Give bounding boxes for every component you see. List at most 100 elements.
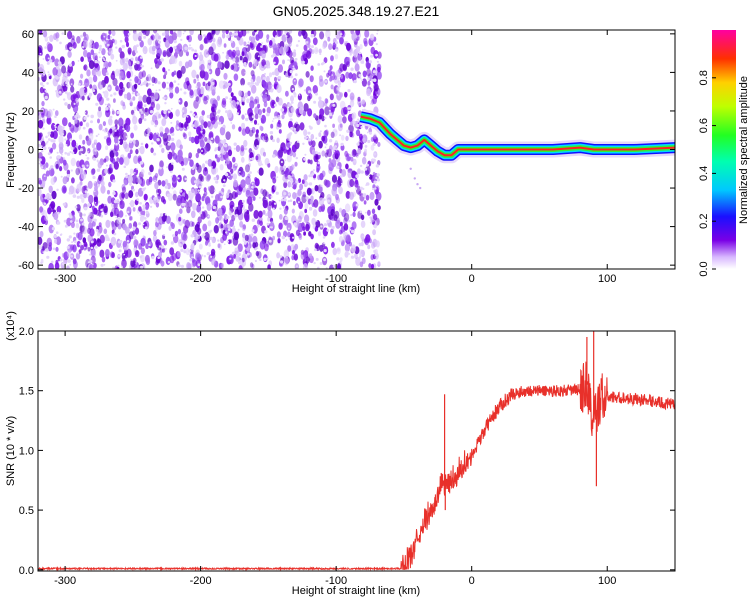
noise-blob [164,179,169,185]
noise-speckle [278,76,282,80]
noise-speckle [251,185,254,189]
noise-speckle [337,88,340,91]
noise-blob [216,95,221,101]
noise-blob [351,112,357,120]
noise-blob [274,76,277,82]
noise-speckle [154,124,157,128]
noise-blob [162,51,167,57]
noise-speckle [335,48,338,52]
noise-blob [161,147,165,154]
noise-speckle [188,190,191,193]
noise-blob [223,43,227,48]
noise-blob [291,208,295,214]
noise-speckle [249,127,253,131]
y-tick-label: 0.0 [19,565,34,577]
noise-speckle [210,255,213,258]
noise-speckle [113,232,117,236]
noise-speckle [117,201,120,204]
noise-speckle [321,199,325,203]
noise-speckle [224,172,229,177]
x-tick-label: -200 [190,575,212,587]
noise-blob [180,65,186,74]
noise-speckle [143,104,147,107]
noise-blob [178,97,183,105]
noise-speckle [359,210,363,214]
noise-blob [292,51,297,58]
noise-blob [124,93,127,99]
noise-speckle [53,124,56,127]
noise-speckle [63,219,67,223]
noise-speckle [280,160,283,164]
noise-speckle [141,187,145,192]
noise-speckle [113,189,116,192]
noise-blob [241,51,245,57]
noise-blob [128,141,134,149]
noise-blob [339,123,343,128]
noise-speckle [270,226,273,229]
noise-speckle [205,160,209,164]
noise-speckle [242,251,246,254]
ridge-spur-dot [419,186,422,190]
noise-blob [76,160,81,168]
noise-blob [266,38,269,43]
noise-speckle [74,115,78,119]
x-tick-label: 100 [598,575,616,587]
noise-speckle [264,230,268,234]
y-tick-label: 60 [22,29,34,41]
noise-blob [132,32,139,42]
noise-blob [233,73,239,81]
noise-blob [108,30,112,35]
noise-blob [343,212,350,222]
noise-blob [369,33,375,41]
noise-blob [312,85,318,94]
noise-speckle [167,68,171,72]
noise-speckle [348,111,351,113]
noise-speckle [198,185,202,189]
snr-frame [37,330,676,572]
noise-speckle [184,177,188,181]
noise-speckle [144,114,147,117]
noise-speckle [361,60,365,64]
noise-blob [282,59,285,65]
noise-speckle [352,120,356,124]
noise-speckle [47,152,51,156]
noise-speckle [266,112,270,117]
noise-blob [170,142,176,152]
noise-blob [185,77,190,84]
noise-speckle [191,256,194,259]
noise-blob [212,37,216,43]
noise-blob [354,253,358,260]
noise-speckle [66,152,71,156]
noise-speckle [251,182,254,185]
noise-blob [286,222,292,232]
noise-blob [121,252,126,260]
noise-blob [283,208,288,215]
noise-speckle [340,142,344,147]
noise-speckle [126,239,130,243]
noise-blob [275,96,280,103]
noise-speckle [234,163,238,166]
noise-speckle [251,229,255,233]
noise-blob [324,98,328,104]
noise-speckle [66,79,69,83]
noise-speckle [264,72,266,75]
noise-speckle [191,167,195,171]
noise-speckle [167,142,171,146]
noise-blob [299,183,304,191]
noise-blob [306,187,312,196]
noise-blob [284,44,289,53]
noise-blob [164,39,170,48]
noise-speckle [352,178,356,181]
noise-speckle [49,195,53,200]
noise-blob [84,110,88,115]
noise-speckle [146,133,150,137]
noise-blob [135,191,139,198]
noise-speckle [129,182,132,186]
noise-blob [172,174,177,182]
noise-blob [195,95,201,105]
noise-speckle [94,202,97,204]
noise-speckle [76,143,78,145]
noise-speckle [342,231,346,235]
noise-blob [103,205,108,214]
